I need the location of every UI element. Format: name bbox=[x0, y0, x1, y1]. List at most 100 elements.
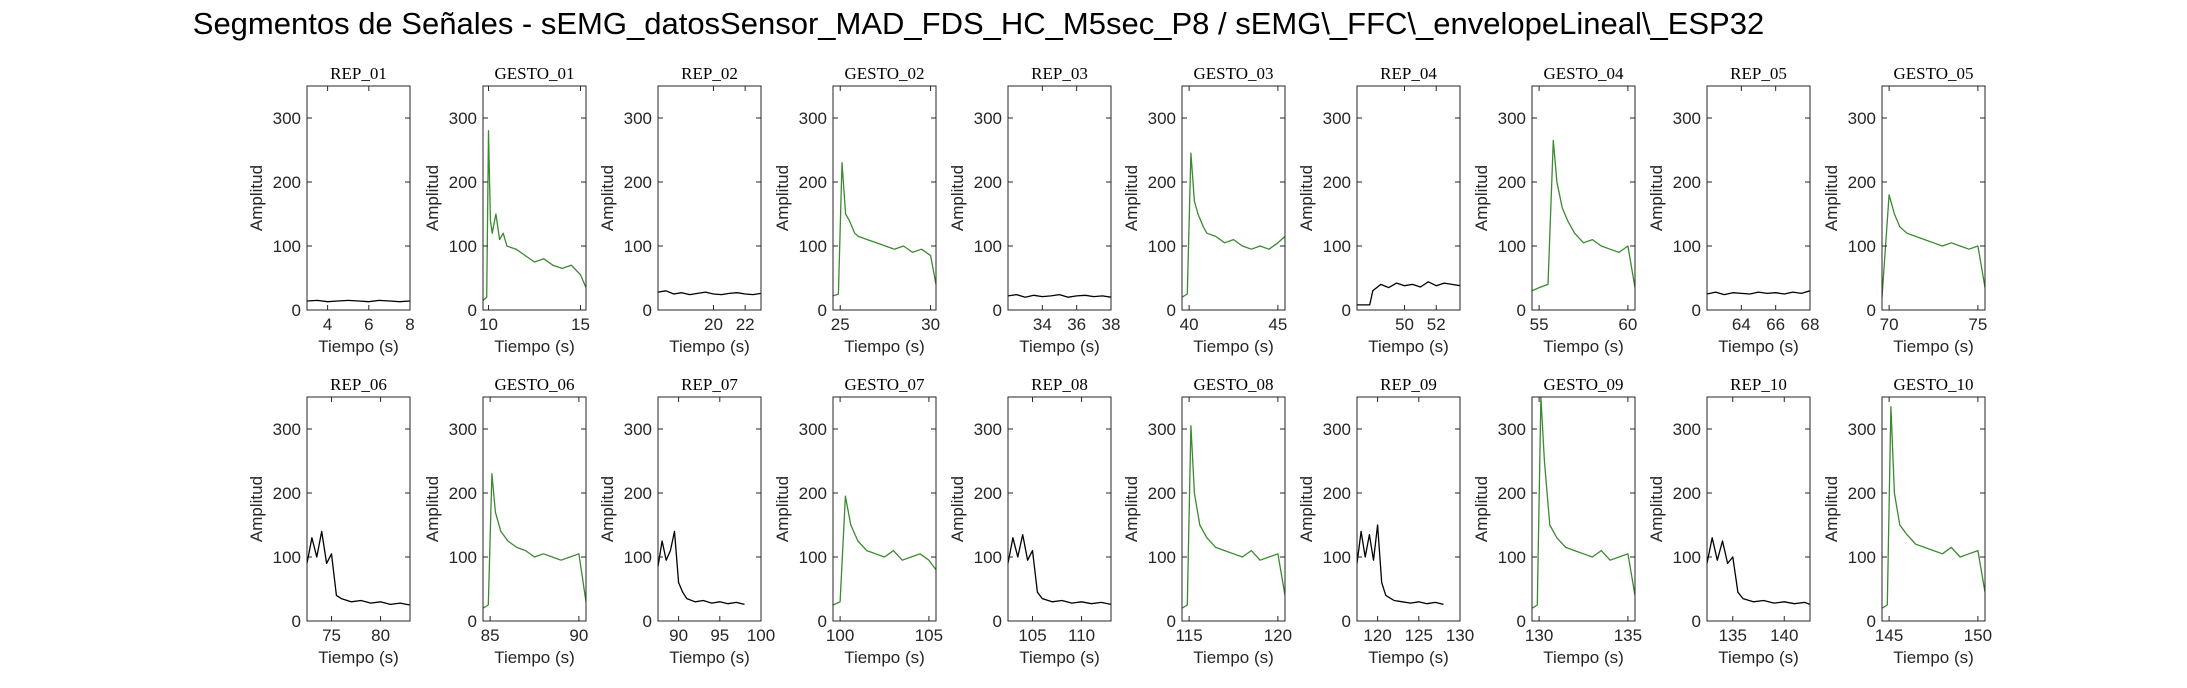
y-tick-label: 0 bbox=[1867, 612, 1876, 631]
signal-line bbox=[307, 530, 410, 606]
x-axis-label: Tiempo (s) bbox=[1368, 648, 1449, 667]
y-axis-label: Amplitud bbox=[598, 165, 617, 231]
x-tick-label: 40 bbox=[1180, 315, 1199, 334]
signal-line bbox=[1182, 152, 1285, 298]
subplot-rep-01: 0 100 200 300 4 6 8 REP_01 Tiempo (s) Amplitud bbox=[247, 64, 415, 356]
x-axis-label: Tiempo (s) bbox=[494, 648, 575, 667]
y-axis-label: Amplitud bbox=[423, 165, 442, 231]
signal-line bbox=[1357, 281, 1460, 306]
y-tick-label: 0 bbox=[292, 612, 301, 631]
subplot-gesto-03: 0 100 200 300 40 45 GESTO_03 Tiempo (s) Amplitud bbox=[1122, 64, 1287, 356]
axes-box bbox=[832, 85, 937, 311]
y-tick-label: 100 bbox=[799, 237, 827, 256]
y-tick-label: 100 bbox=[1673, 237, 1701, 256]
subplot-gesto-08: 0 100 200 300 115 120 GESTO_08 Tiempo (s) Amplit… bbox=[1122, 375, 1292, 667]
x-axis-label: Tiempo (s) bbox=[1543, 337, 1624, 356]
x-axis-label: Tiempo (s) bbox=[669, 337, 750, 356]
x-tick-label: 130 bbox=[1525, 626, 1553, 645]
axes-box bbox=[1356, 85, 1461, 311]
axes-box bbox=[306, 396, 411, 622]
y-tick-label: 300 bbox=[1323, 109, 1351, 128]
x-tick-label: 100 bbox=[826, 626, 854, 645]
y-tick-label: 200 bbox=[1848, 484, 1876, 503]
subplot-gesto-05: 0 100 200 300 70 75 GESTO_05 Tiempo (s) Amplitud bbox=[1822, 64, 1987, 356]
y-tick-label: 0 bbox=[993, 612, 1002, 631]
x-tick-label: 64 bbox=[1732, 315, 1751, 334]
y-axis-label: Amplitud bbox=[247, 165, 266, 231]
axes-box bbox=[1706, 85, 1811, 311]
subplot-title: GESTO_03 bbox=[1194, 64, 1274, 83]
y-tick-label: 0 bbox=[1517, 612, 1526, 631]
subplot-gesto-09: 0 100 200 300 130 135 GESTO_09 Tiempo (s) Amplit… bbox=[1472, 375, 1642, 667]
y-tick-label: 100 bbox=[273, 548, 301, 567]
axes-box bbox=[1706, 396, 1811, 622]
y-axis-label: Amplitud bbox=[1647, 476, 1666, 542]
y-tick-label: 200 bbox=[449, 484, 477, 503]
subplot-gesto-02: 0 100 200 300 25 30 GESTO_02 Tiempo (s) Amplitud bbox=[773, 64, 940, 356]
axes-box bbox=[482, 396, 587, 622]
y-tick-label: 0 bbox=[292, 301, 301, 320]
x-tick-label: 30 bbox=[921, 315, 940, 334]
y-tick-label: 200 bbox=[1323, 484, 1351, 503]
x-tick-label: 110 bbox=[1068, 626, 1095, 645]
signal-line bbox=[483, 473, 586, 609]
axes-box bbox=[1007, 85, 1112, 311]
y-tick-label: 300 bbox=[799, 109, 827, 128]
signal-line bbox=[1357, 524, 1444, 606]
y-tick-label: 100 bbox=[974, 548, 1002, 567]
signal-line bbox=[483, 130, 586, 301]
y-axis-label: Amplitud bbox=[1822, 476, 1841, 542]
y-tick-label: 100 bbox=[449, 548, 477, 567]
subplot-gesto-06: 0 100 200 300 85 90 GESTO_06 Tiempo (s) Amplitud bbox=[423, 375, 588, 667]
x-tick-label: 100 bbox=[747, 626, 775, 645]
y-tick-label: 0 bbox=[1342, 612, 1351, 631]
y-tick-label: 300 bbox=[974, 420, 1002, 439]
subplot-rep-08: 0 100 200 300 105 110 REP_08 Tiempo (s) Amplitud bbox=[948, 375, 1112, 667]
subplot-gesto-01: 0 100 200 300 10 15 GESTO_01 Tiempo (s) Amplitud bbox=[423, 64, 590, 356]
subplot-title: REP_02 bbox=[681, 64, 738, 83]
y-tick-label: 300 bbox=[1673, 109, 1701, 128]
x-tick-label: 105 bbox=[1018, 626, 1046, 645]
x-axis-label: Tiempo (s) bbox=[494, 337, 575, 356]
y-tick-label: 100 bbox=[1148, 548, 1176, 567]
y-axis-label: Amplitud bbox=[1647, 165, 1666, 231]
x-tick-label: 20 bbox=[704, 315, 723, 334]
y-tick-label: 200 bbox=[1673, 173, 1701, 192]
y-tick-label: 100 bbox=[1848, 548, 1876, 567]
x-axis-label: Tiempo (s) bbox=[844, 337, 925, 356]
x-tick-label: 15 bbox=[571, 315, 590, 334]
x-axis-label: Tiempo (s) bbox=[1019, 648, 1100, 667]
subplot-title: REP_09 bbox=[1380, 375, 1437, 394]
x-tick-label: 25 bbox=[831, 315, 850, 334]
y-tick-label: 200 bbox=[1673, 484, 1701, 503]
x-tick-label: 115 bbox=[1176, 626, 1203, 645]
subplot-title: REP_06 bbox=[330, 375, 387, 394]
subplot-title: GESTO_07 bbox=[845, 375, 925, 394]
y-tick-label: 300 bbox=[273, 109, 301, 128]
y-axis-label: Amplitud bbox=[1472, 165, 1491, 231]
x-tick-label: 105 bbox=[915, 626, 943, 645]
subplot-rep-02: 0 100 200 300 20 22 REP_02 Tiempo (s) Amplitud bbox=[598, 64, 762, 356]
x-tick-label: 8 bbox=[405, 315, 414, 334]
y-tick-label: 100 bbox=[624, 548, 652, 567]
x-axis-label: Tiempo (s) bbox=[1543, 648, 1624, 667]
subplot-title: GESTO_08 bbox=[1194, 375, 1274, 394]
x-tick-label: 68 bbox=[1801, 315, 1820, 334]
y-tick-label: 200 bbox=[449, 173, 477, 192]
x-tick-label: 145 bbox=[1875, 626, 1903, 645]
axes-box bbox=[657, 85, 762, 311]
subplot-title: GESTO_04 bbox=[1544, 64, 1624, 83]
x-tick-label: 36 bbox=[1067, 315, 1086, 334]
subplot-title: GESTO_06 bbox=[495, 375, 575, 394]
subplot-title: REP_03 bbox=[1031, 64, 1088, 83]
x-tick-label: 60 bbox=[1618, 315, 1637, 334]
y-tick-label: 0 bbox=[1342, 301, 1351, 320]
x-axis-label: Tiempo (s) bbox=[1368, 337, 1449, 356]
y-axis-label: Amplitud bbox=[598, 476, 617, 542]
y-tick-label: 300 bbox=[273, 420, 301, 439]
x-tick-label: 140 bbox=[1770, 626, 1798, 645]
y-tick-label: 300 bbox=[1673, 420, 1701, 439]
y-tick-label: 200 bbox=[974, 173, 1002, 192]
